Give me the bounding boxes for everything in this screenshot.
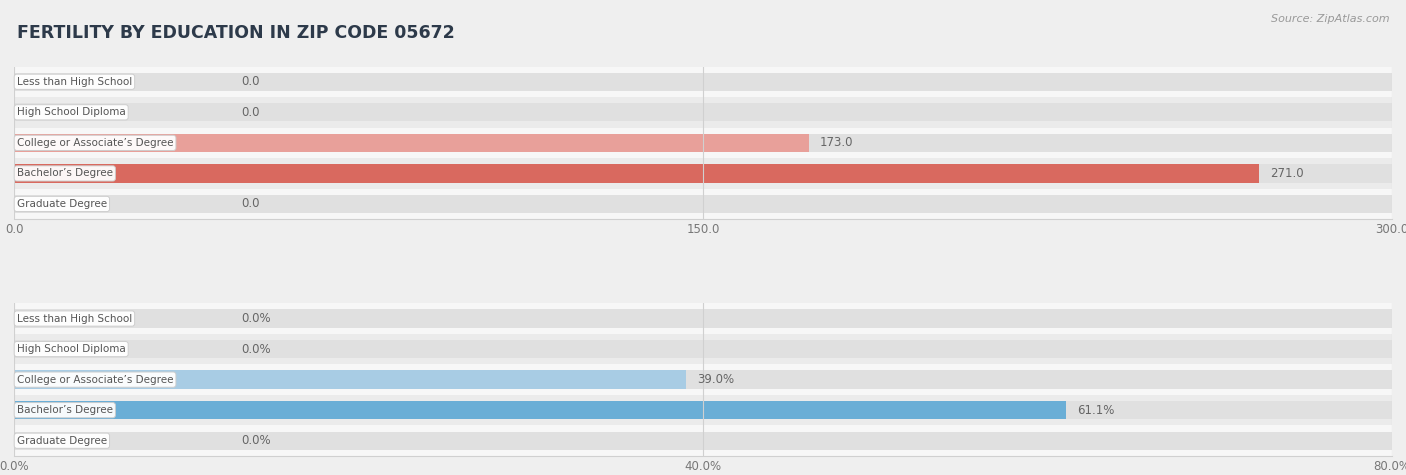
Bar [14, 66, 1392, 97]
Bar [14, 370, 686, 389]
Bar [14, 128, 1392, 158]
Text: 0.0%: 0.0% [242, 312, 271, 325]
Bar [14, 395, 1392, 426]
Bar [14, 189, 1392, 219]
Bar [14, 334, 1392, 364]
Bar [14, 133, 808, 152]
Bar [14, 164, 1392, 182]
Text: 61.1%: 61.1% [1077, 404, 1115, 417]
Text: High School Diploma: High School Diploma [17, 107, 125, 117]
Text: Graduate Degree: Graduate Degree [17, 436, 107, 446]
Bar [14, 401, 1392, 419]
Text: Less than High School: Less than High School [17, 77, 132, 87]
Text: College or Associate’s Degree: College or Associate’s Degree [17, 375, 173, 385]
Text: Source: ZipAtlas.com: Source: ZipAtlas.com [1271, 14, 1389, 24]
Text: Bachelor’s Degree: Bachelor’s Degree [17, 169, 112, 179]
Bar [14, 370, 1392, 389]
Text: FERTILITY BY EDUCATION IN ZIP CODE 05672: FERTILITY BY EDUCATION IN ZIP CODE 05672 [17, 24, 454, 42]
Bar [14, 432, 1392, 450]
Text: 0.0%: 0.0% [242, 434, 271, 447]
Bar [14, 158, 1392, 189]
Bar [14, 401, 1066, 419]
Text: Less than High School: Less than High School [17, 314, 132, 323]
Text: 0.0: 0.0 [242, 198, 260, 210]
Text: 39.0%: 39.0% [697, 373, 734, 386]
Bar [14, 309, 1392, 328]
Bar [14, 164, 1258, 182]
Text: Bachelor’s Degree: Bachelor’s Degree [17, 405, 112, 415]
Bar [14, 303, 1392, 334]
Text: 0.0%: 0.0% [242, 342, 271, 356]
Bar [14, 73, 1392, 91]
Bar [14, 103, 1392, 122]
Bar [14, 195, 1392, 213]
Bar [14, 426, 1392, 456]
Bar [14, 133, 1392, 152]
Text: 271.0: 271.0 [1270, 167, 1303, 180]
Bar [14, 340, 1392, 358]
Text: High School Diploma: High School Diploma [17, 344, 125, 354]
Bar [14, 97, 1392, 128]
Text: 173.0: 173.0 [820, 136, 853, 149]
Text: Graduate Degree: Graduate Degree [17, 199, 107, 209]
Text: 0.0: 0.0 [242, 75, 260, 88]
Bar [14, 364, 1392, 395]
Text: College or Associate’s Degree: College or Associate’s Degree [17, 138, 173, 148]
Text: 0.0: 0.0 [242, 106, 260, 119]
